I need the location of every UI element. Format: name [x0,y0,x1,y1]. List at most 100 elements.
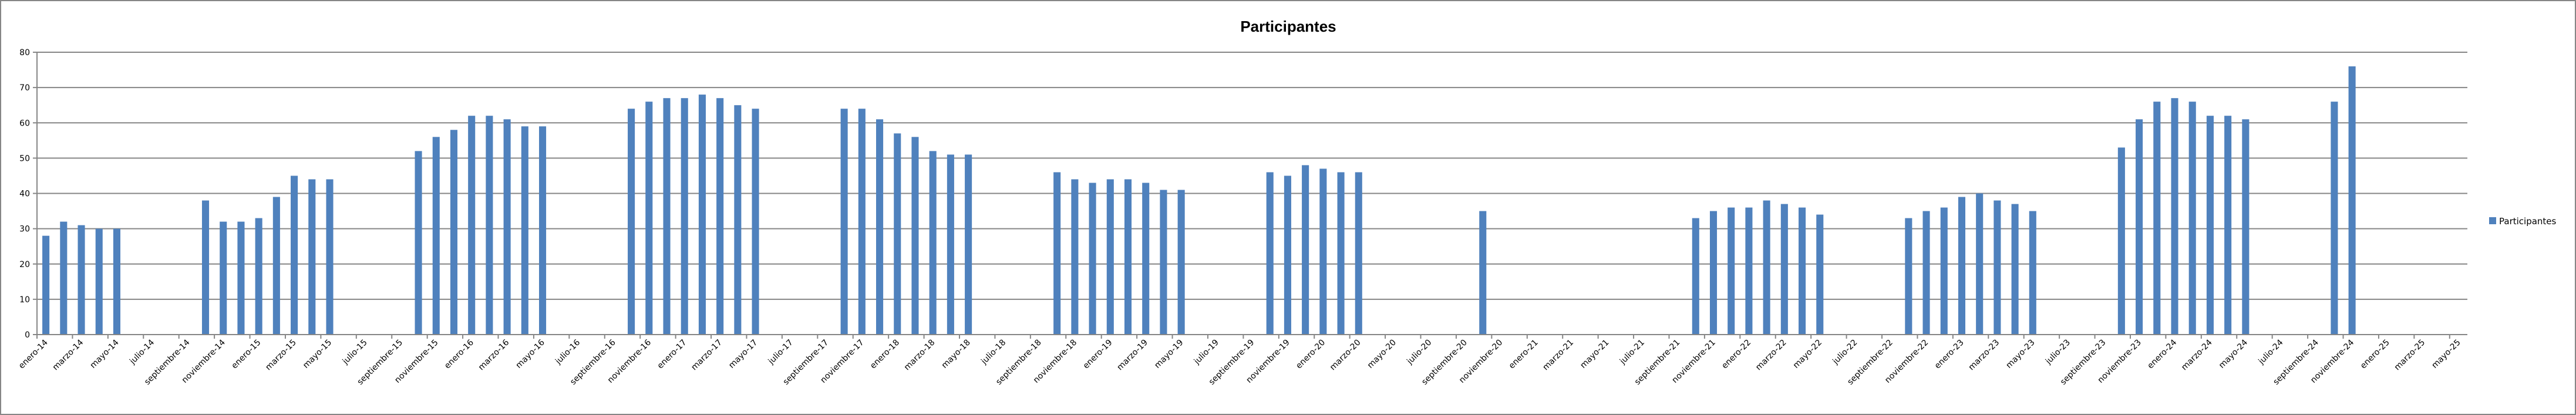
bar [858,109,866,335]
x-tick-label: marzo-16 [477,338,511,372]
x-tick-label: mayo-20 [1366,338,1398,370]
x-tick-label: mayo-18 [940,338,972,370]
bar [503,119,511,335]
x-tick-label: enero-20 [1294,338,1327,371]
bar [876,119,884,335]
bar [1177,190,1185,335]
legend-label: Participantes [2499,216,2557,227]
bar [1709,211,1718,335]
bar [1089,183,1096,335]
y-tick-label: 40 [19,190,30,199]
bar [1266,172,1274,335]
bar [1976,193,1984,335]
bar [326,179,334,335]
bar [1160,190,1167,335]
x-tick-label: mayo-25 [2430,338,2462,370]
bar [521,126,528,335]
bar [1780,204,1788,335]
bar [2153,102,2161,335]
bar [716,98,724,335]
x-tick-label: enero-16 [443,338,476,370]
x-tick-label: marzo-25 [2393,338,2427,373]
bar [734,105,742,335]
x-tick-label: enero-23 [1933,338,1966,371]
bar [2348,66,2356,335]
bar [2136,119,2143,335]
bar [78,225,85,335]
x-tick-label: enero-19 [1082,338,1114,371]
bar [1319,168,1327,335]
x-tick-label: julio-16 [553,338,582,366]
y-tick-label: 10 [19,295,30,305]
bar [1799,207,1806,335]
bar [272,197,280,335]
x-tick-label: mayo-17 [727,338,759,370]
bar [681,98,688,335]
x-tick-label: julio-23 [2043,338,2072,367]
bar [1142,183,1150,335]
bar [450,130,458,335]
bar [2242,119,2250,335]
bar [2206,116,2214,335]
y-tick-label: 0 [25,330,30,340]
bar [255,218,262,335]
bar [698,95,706,335]
bar [840,109,848,335]
x-tick-label: enero-22 [1720,338,1753,371]
bar [1763,200,1770,335]
bar [1728,207,1735,335]
bar [432,137,440,335]
bar [752,109,759,335]
x-tick-label: enero-17 [656,338,689,371]
bar [1302,165,1309,335]
x-tick-label: enero-15 [230,338,262,371]
x-tick-label: julio-24 [2257,338,2285,366]
bar [308,179,316,335]
bar [60,221,68,335]
bar [220,221,227,335]
y-axis-ticks: 0 10 20 30 40 50 60 70 80 [19,48,30,340]
bar [1355,172,1362,335]
bar [2117,147,2125,335]
x-tick-label: mayo-24 [2217,338,2250,370]
gridlines [33,52,2467,335]
x-tick-label: julio-17 [766,338,795,367]
legend-swatch [2489,217,2496,224]
x-tick-label: julio-21 [1618,338,1646,367]
bar [1692,218,1699,335]
bar [1053,172,1061,335]
bar [538,126,547,335]
bar [1905,218,1912,335]
bar [42,235,50,335]
bar [645,102,653,335]
x-tick-label: enero-18 [868,338,901,371]
x-tick-label: julio-22 [1831,338,1860,367]
bar [95,228,103,335]
bar [1958,197,1966,335]
bar [1106,179,1114,335]
bar [1479,211,1487,335]
bar [663,98,671,335]
x-tick-label: marzo-18 [903,338,937,373]
x-tick-label: mayo-14 [88,338,120,370]
x-tick-label: mayo-16 [514,338,547,370]
x-tick-label: mayo-21 [1578,338,1611,370]
x-tick-label: marzo-24 [2180,338,2214,372]
x-tick-label: julio-15 [341,338,369,367]
chart-title: Participantes [1240,18,1336,35]
bar [2224,116,2232,335]
bar [237,221,245,335]
x-tick-label: marzo-14 [51,338,86,372]
x-tick-label: julio-19 [1192,338,1221,367]
bar [947,154,954,335]
bar [1940,207,1948,335]
bar [1071,179,1079,335]
bar [1337,172,1345,335]
x-tick-label: mayo-22 [1792,338,1824,370]
bar [2011,204,2019,335]
y-tick-label: 60 [19,119,30,128]
y-tick-label: 80 [19,48,30,58]
bar [291,176,298,335]
